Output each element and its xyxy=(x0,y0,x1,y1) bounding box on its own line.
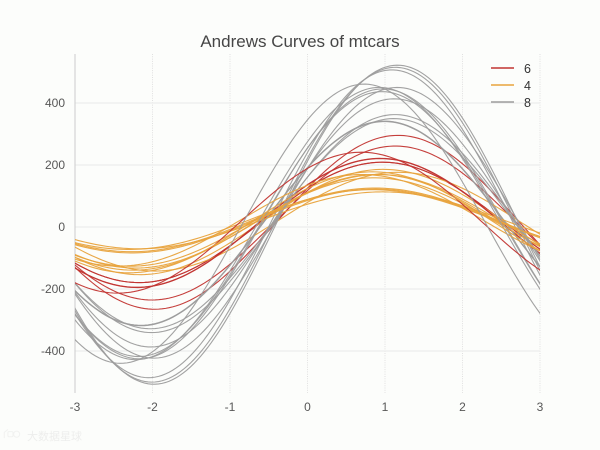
svg-text:-2: -2 xyxy=(147,400,158,414)
svg-text:0: 0 xyxy=(58,220,65,234)
svg-text:400: 400 xyxy=(45,96,65,110)
svg-text:6: 6 xyxy=(524,62,531,76)
svg-text:-200: -200 xyxy=(41,282,65,296)
svg-text:1: 1 xyxy=(382,400,389,414)
svg-text:8: 8 xyxy=(524,96,531,110)
svg-text:2: 2 xyxy=(459,400,466,414)
svg-text:4: 4 xyxy=(524,79,531,93)
svg-text:3: 3 xyxy=(537,400,544,414)
svg-text:-3: -3 xyxy=(70,400,81,414)
svg-text:-1: -1 xyxy=(225,400,236,414)
svg-text:200: 200 xyxy=(45,158,65,172)
svg-text:0: 0 xyxy=(304,400,311,414)
svg-text:-400: -400 xyxy=(41,344,65,358)
